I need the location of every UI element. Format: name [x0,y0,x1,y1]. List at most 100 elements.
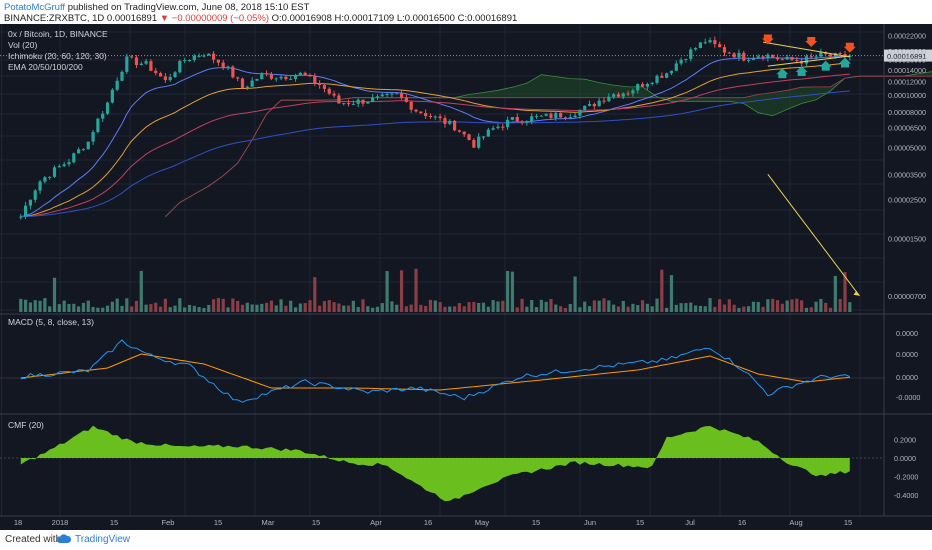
candle-body [448,120,452,124]
candle-body [660,75,664,78]
volume-bar [168,307,172,312]
candle-body [756,56,760,59]
candle-body [187,59,192,61]
ema-100-line [20,73,850,218]
candle-body [390,93,394,95]
candle-body [149,61,153,71]
candle-body [698,42,702,49]
volume-bar [780,303,784,312]
candle-body [221,62,225,68]
last-price-label: 0.00016891 [887,52,927,61]
candle-body [375,96,380,98]
candle-body [804,56,809,64]
candle-body [510,116,515,120]
candle-body [554,112,558,118]
ema-50-line [20,62,850,218]
volume-bar [149,304,153,312]
candle-body [631,90,635,94]
volume-bar [351,300,355,312]
candle-body [361,99,365,104]
candle-body [81,149,86,151]
candle-body [245,86,249,89]
volume-bar [221,298,225,312]
price-chart[interactable]: 0.00016891 0.00022000 0.000180000.00016000… [0,24,932,530]
legend-title: 0x / Bitcoin, 1D, BINANCE [8,29,108,39]
volume-bar [665,307,669,312]
volume-bar [293,307,298,312]
candle-body [48,176,52,178]
volume-bar [718,299,722,312]
candle-body [130,56,134,58]
volume-bar [332,302,336,312]
volume-bar [322,301,327,312]
candle-body [669,70,674,74]
candle-body [766,54,770,58]
volume-bar [554,304,558,312]
candle-body [144,61,148,64]
down-arrow-icon [805,36,818,47]
volume-bar [621,300,625,312]
candle-body [530,116,534,122]
candle-body [96,118,100,133]
candle-body [404,97,408,102]
volume-bar [525,306,529,312]
candle-body [722,47,727,53]
time-tick-label: 15 [844,518,852,527]
volume-bar [766,299,770,312]
volume-bar [785,300,789,312]
volume-bar [602,298,606,312]
legend-ema: EMA 20/50/100/200 [8,62,83,72]
candle-body [819,52,823,57]
time-tick-label: Apr [370,518,382,527]
candle-body [428,116,433,118]
up-arrow-icon [839,57,851,68]
candle-body [351,103,355,105]
volume-bar [804,307,809,312]
candle-body [139,63,143,65]
volume-bar [192,305,196,312]
trend-line [762,41,850,58]
volume-bar [636,305,640,312]
volume-bar [385,271,389,312]
price-tick-label: 0.00014000 [888,66,926,75]
time-tick-label: Jun [584,518,596,527]
macd-panel [0,339,884,403]
volume-bar [424,305,428,312]
volume-bar [819,298,823,312]
tradingview-brand[interactable]: TradingView [75,534,131,545]
author-link[interactable]: PotatoMcGruff [4,2,66,13]
candle-body [409,101,413,110]
volume-bar [371,307,375,312]
cmf-tick-label: -0.4000 [894,491,918,500]
candle-body [795,59,799,61]
candle-body [356,99,360,104]
candle-body [67,162,71,165]
time-tick-label: Mar [262,518,275,527]
volume-bar [838,298,842,312]
volume-bar [631,303,635,312]
volume-bar [134,300,139,312]
candle-body [255,79,259,81]
time-tick-label: Aug [789,518,802,527]
volume-bar [33,300,37,312]
volume-bar [38,300,42,312]
volume-bar [674,304,678,312]
candle-body [462,131,466,135]
volume-bar [414,268,418,312]
volume-bars [19,268,852,312]
candle-body [718,44,722,48]
volume-bar [289,300,293,312]
volume-bar [231,298,235,312]
volume-bar [120,305,124,312]
cloud-span-b [165,75,932,217]
trend-line [767,55,850,67]
candle-body [481,136,486,138]
volume-bar [800,300,804,312]
time-tick-label: Jul [685,518,695,527]
volume-bar [279,299,283,312]
volume-bar [607,300,611,312]
candle-body [843,54,847,57]
created-with-text: Created with [5,534,62,545]
volume-bar [457,303,461,312]
volume-bar [477,302,481,312]
